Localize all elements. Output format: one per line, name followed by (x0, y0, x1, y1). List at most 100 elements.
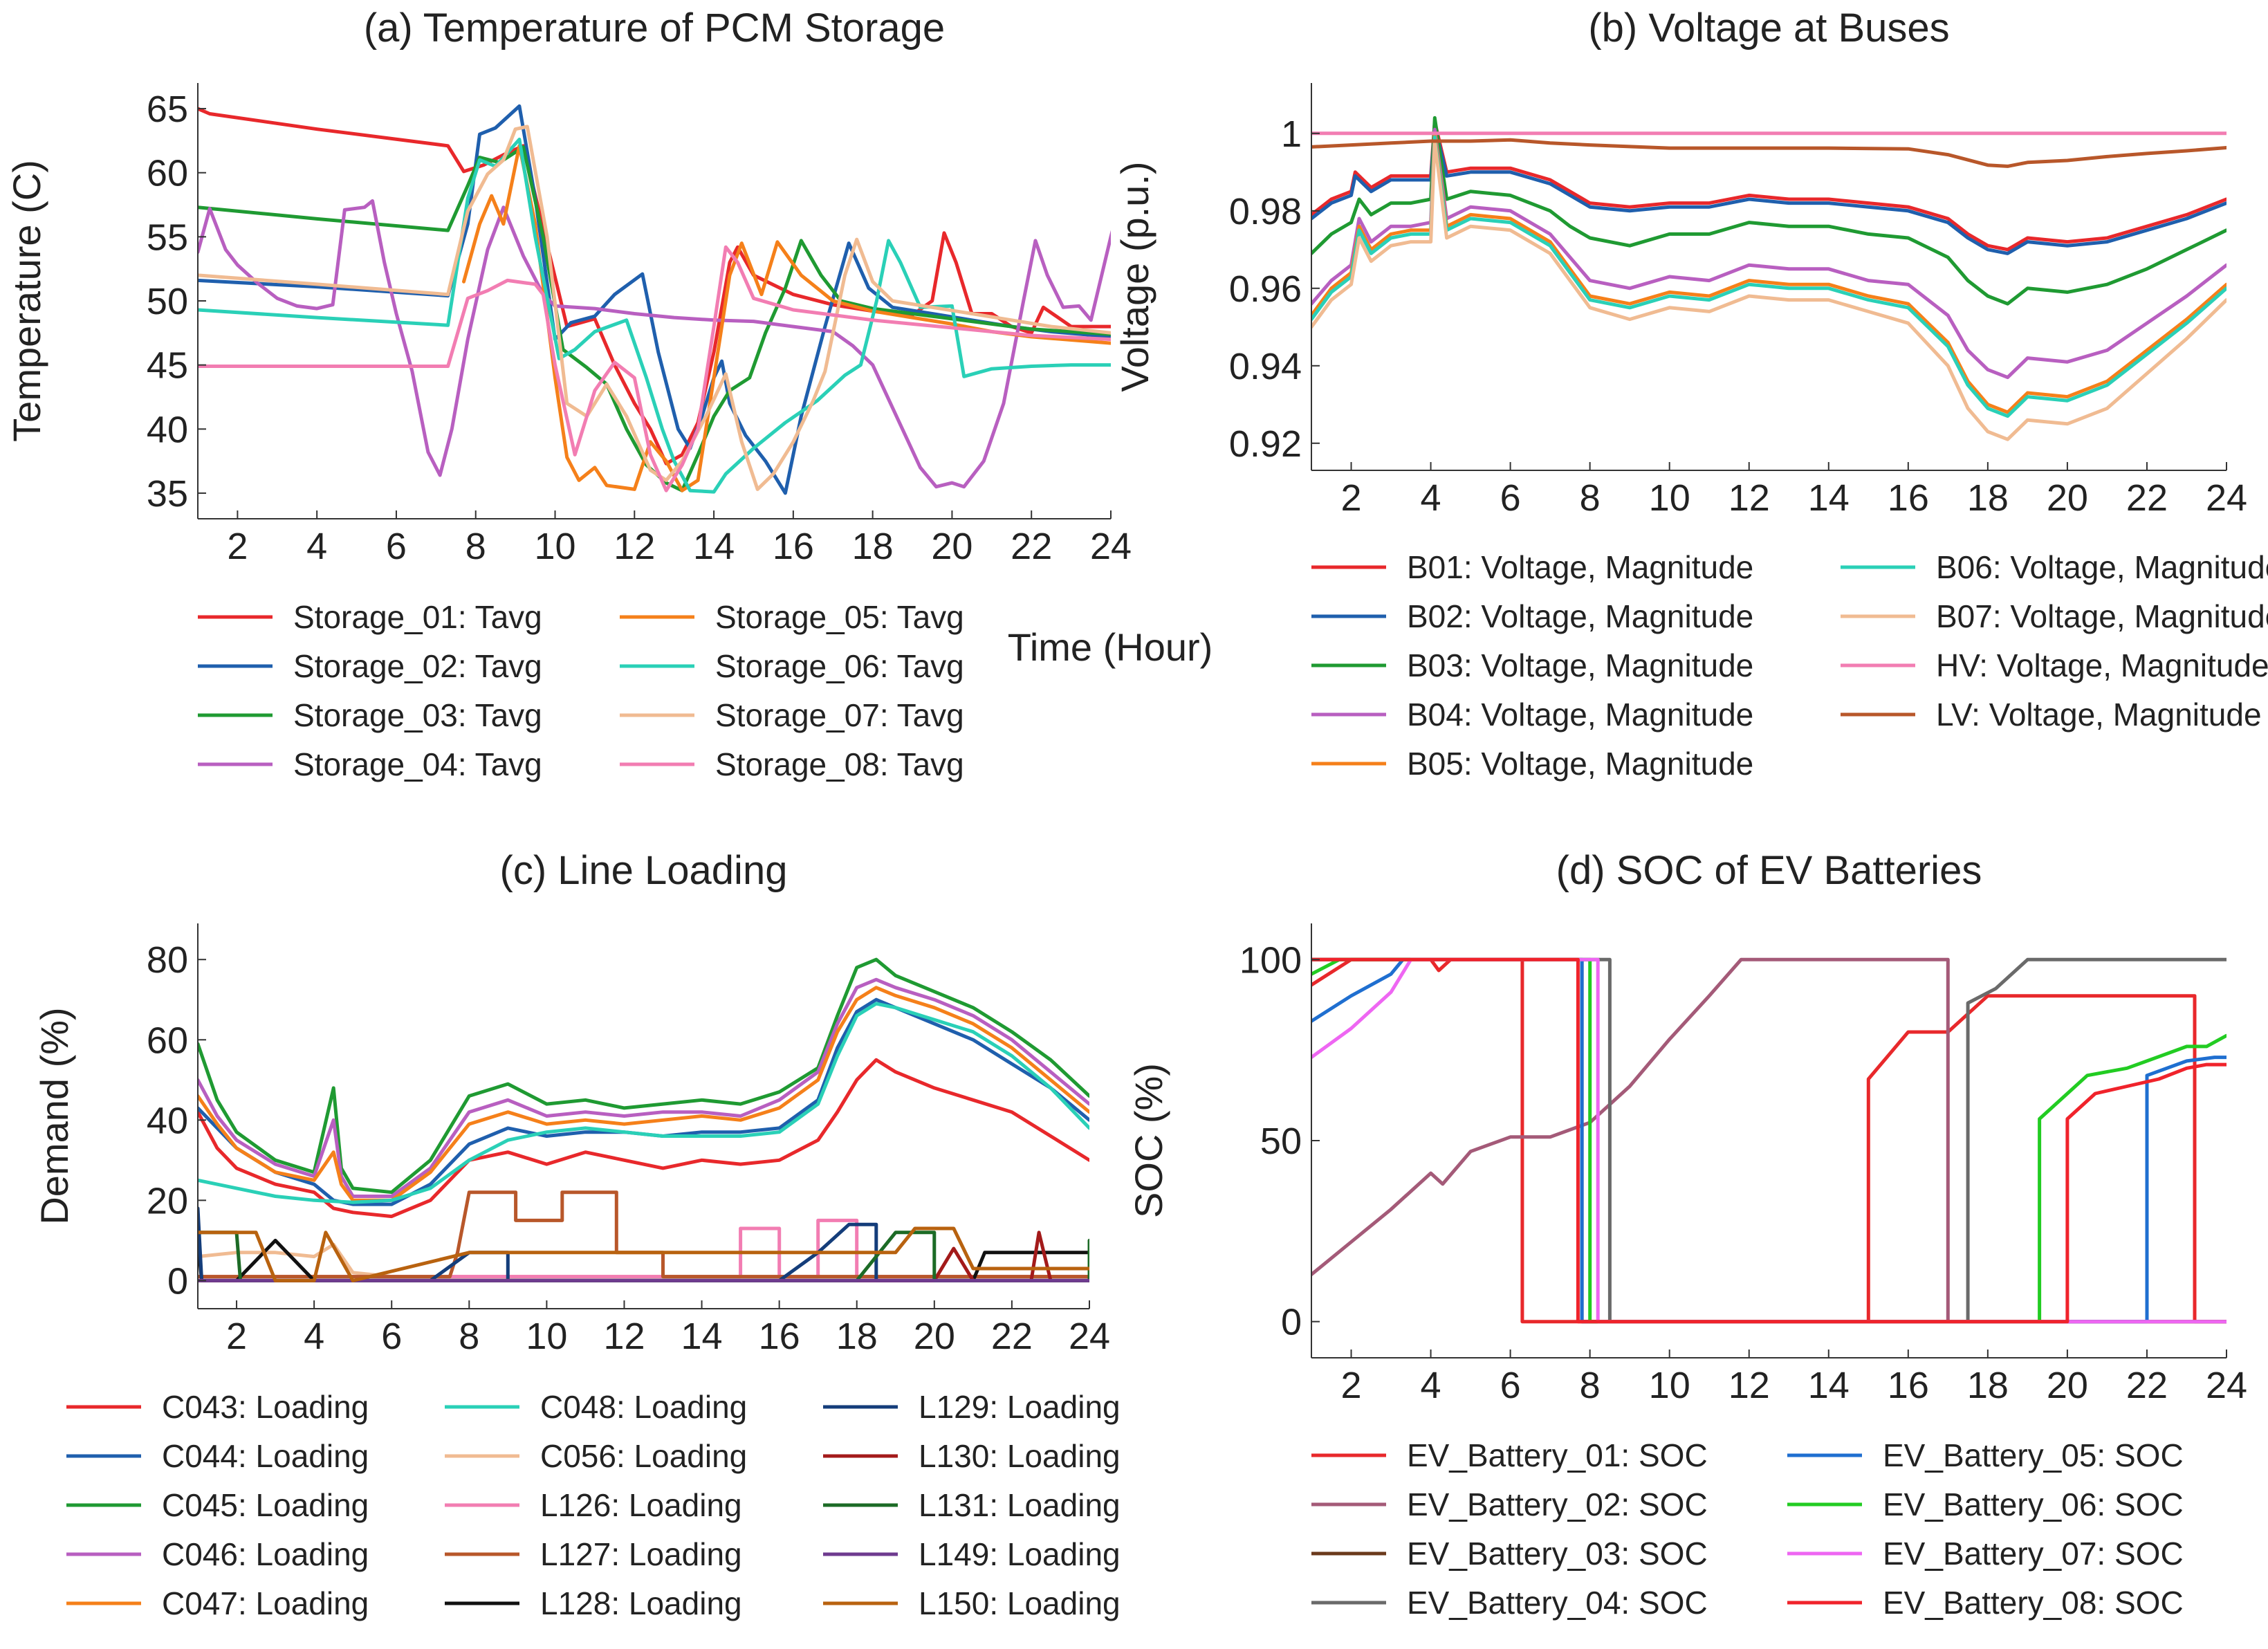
x-tick-label: 16 (759, 1316, 800, 1357)
legend-label-15: L150: Loading (919, 1585, 1121, 1621)
x-tick-label: 22 (1011, 526, 1052, 567)
legend-label-5: B05: Voltage, Magnitude (1407, 746, 1753, 782)
x-tick-label: 10 (526, 1316, 567, 1357)
x-tick-label: 20 (914, 1316, 955, 1357)
legend-label-2: B02: Voltage, Magnitude (1407, 598, 1753, 634)
x-tick-label: 24 (1069, 1316, 1110, 1357)
x-tick-label: 20 (2047, 1365, 2088, 1406)
legend-label-8: EV_Battery_08: SOC (1883, 1585, 2184, 1621)
legend-label-4: EV_Battery_04: SOC (1407, 1585, 1708, 1621)
legend-label-2: Storage_02: Tavg (293, 648, 542, 684)
series-line-7 (1311, 139, 2226, 441)
legend-label-8: L126: Loading (540, 1487, 742, 1523)
y-tick-label: 35 (147, 473, 188, 515)
x-tick-label: 20 (931, 526, 972, 567)
y-axis-label: Voltage (p.u.) (1113, 161, 1156, 391)
legend-label-7: C056: Loading (540, 1438, 747, 1474)
x-tick-label: 6 (386, 526, 407, 567)
legend: B01: Voltage, Magnitude B02: Voltage, Mag… (1311, 549, 2268, 782)
series-line-3 (1311, 116, 2226, 306)
series-line-4 (1311, 957, 2226, 1324)
panel-title: (a) Temperature of PCM Storage (364, 6, 945, 50)
series-group (1311, 116, 2226, 441)
legend-label-2: C044: Loading (162, 1438, 369, 1474)
panel-title: (b) Voltage at Buses (1588, 6, 1949, 50)
x-tick-label: 4 (1421, 477, 1441, 519)
legend-label-1: EV_Battery_01: SOC (1407, 1437, 1708, 1473)
x-tick-label: 6 (1500, 1365, 1521, 1406)
x-tick-label: 8 (1580, 1365, 1601, 1406)
series-line-5 (198, 986, 1089, 1202)
y-tick-label: 20 (147, 1180, 188, 1222)
y-tick-label: 0.98 (1229, 191, 1302, 232)
x-tick-label: 10 (1649, 1365, 1690, 1406)
legend-label-4: Storage_04: Tavg (293, 746, 542, 782)
panel-title: (d) SOC of EV Batteries (1556, 848, 1982, 893)
y-tick-label: 50 (1260, 1121, 1302, 1162)
series-group (198, 104, 1111, 495)
legend-label-9: L127: Loading (540, 1536, 742, 1572)
x-tick-label: 14 (693, 526, 735, 567)
y-tick-label: 0.92 (1229, 423, 1302, 465)
x-tick-label: 18 (836, 1316, 878, 1357)
series-line-4 (198, 977, 1089, 1198)
x-tick-label: 6 (1500, 477, 1521, 519)
series-line-8 (198, 245, 1111, 492)
y-axis-label: Temperature (C) (5, 160, 48, 442)
series-line-5 (1311, 131, 2226, 414)
legend-label-7: Storage_07: Tavg (715, 697, 964, 733)
x-tick-label: 2 (226, 1316, 247, 1357)
y-tick-label: 40 (147, 1100, 188, 1141)
x-tick-label: 4 (1421, 1365, 1441, 1406)
legend-label-3: EV_Battery_03: SOC (1407, 1536, 1708, 1572)
legend-label-3: Storage_03: Tavg (293, 697, 542, 733)
x-tick-label: 14 (1808, 1365, 1850, 1406)
legend: C043: Loading C044: Loading C045: Loading C… (66, 1389, 1121, 1621)
series-line-1 (1311, 120, 2226, 252)
x-tick-label: 14 (1808, 477, 1850, 519)
x-tick-label: 24 (1090, 526, 1132, 567)
legend-label-2: EV_Battery_02: SOC (1407, 1486, 1708, 1522)
y-tick-label: 0.94 (1229, 346, 1302, 387)
legend-label-12: L130: Loading (919, 1438, 1121, 1474)
x-tick-label: 2 (1340, 1365, 1361, 1406)
x-tick-label: 8 (459, 1316, 479, 1357)
x-tick-label: 4 (306, 526, 327, 567)
x-tick-label: 16 (1888, 477, 1929, 519)
series-line-7 (198, 125, 1111, 491)
legend-label-1: C043: Loading (162, 1389, 369, 1425)
y-tick-label: 65 (147, 89, 188, 130)
legend-label-6: B06: Voltage, Magnitude (1936, 549, 2268, 585)
x-tick-label: 10 (534, 526, 575, 567)
series-line-4 (1311, 127, 2226, 380)
panel-title: (c) Line Loading (500, 848, 788, 893)
legend-label-4: C046: Loading (162, 1536, 369, 1572)
series-line-2 (198, 104, 1111, 495)
x-tick-label: 12 (614, 526, 655, 567)
y-tick-label: 80 (147, 939, 188, 981)
x-tick-label: 2 (227, 526, 248, 567)
series-line-2 (1311, 124, 2226, 255)
legend-label-5: C047: Loading (162, 1585, 369, 1621)
legend-label-7: B07: Voltage, Magnitude (1936, 598, 2268, 634)
x-tick-label: 16 (773, 526, 814, 567)
series-line-9 (1311, 138, 2226, 168)
x-tick-label: 10 (1649, 477, 1690, 519)
legend-label-10: L128: Loading (540, 1585, 742, 1621)
y-tick-label: 0 (1281, 1302, 1302, 1343)
y-tick-label: 40 (147, 409, 188, 450)
legend-label-11: L129: Loading (919, 1389, 1121, 1425)
x-tick-label: 2 (1340, 477, 1361, 519)
x-tick-label: 12 (603, 1316, 645, 1357)
y-tick-label: 100 (1239, 939, 1302, 981)
x-tick-label: 12 (1728, 477, 1770, 519)
series-line-15 (198, 1226, 1089, 1282)
shared-x-axis-label: Time (Hour) (1008, 625, 1213, 669)
x-tick-label: 6 (381, 1316, 402, 1357)
x-tick-label: 12 (1728, 1365, 1770, 1406)
legend-label-9: LV: Voltage, Magnitude (1936, 697, 2262, 733)
y-tick-label: 50 (147, 281, 188, 322)
y-tick-label: 1 (1281, 113, 1302, 155)
